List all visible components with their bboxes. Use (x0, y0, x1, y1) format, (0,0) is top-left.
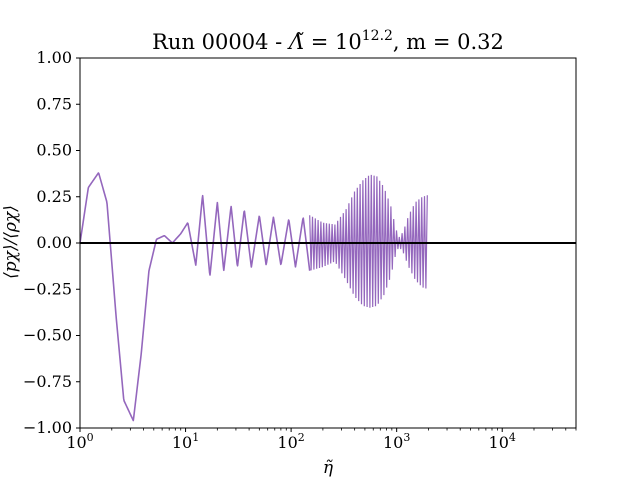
chart-title-exponent: 12.2 (362, 28, 393, 44)
chart-title-equals: = 10 (304, 30, 362, 54)
chart-title-run: Run 00004 - (152, 30, 289, 54)
x-axis-label: η̃ (323, 458, 334, 478)
ticks-layer: 1.00 0.75 0.50 0.25 0.00 −0.25 −0.50 −0.75 −1.00… (23, 48, 577, 452)
y-tick-label-1: 0.75 (36, 94, 72, 113)
y-tick-label-8: −1.00 (23, 418, 72, 437)
x-tick-label-0: 100 (66, 431, 93, 452)
y-tick-label-3: 0.25 (36, 187, 72, 206)
series-oscillation-band-0 (309, 174, 428, 308)
y-axis-label: ⟨pχ⟩/⟨ρχ⟩ (1, 205, 21, 279)
y-tick-label-7: −0.75 (23, 372, 72, 391)
series-layer (79, 172, 428, 422)
chart-title-m: , m = 0.32 (393, 30, 504, 54)
y-tick-label-5: −0.25 (23, 279, 72, 298)
series-line-0 (79, 172, 311, 422)
chart-title: Run 00004 - Λ̃ = 1012.2, m = 0.32 (152, 28, 504, 54)
chart-title-lambda: Λ̃ (287, 30, 304, 54)
y-tick-label-0: 1.00 (36, 48, 72, 67)
y-tick-label-2: 0.50 (36, 141, 72, 160)
x-tick-label-2: 102 (277, 431, 304, 452)
y-tick-label-4: 0.00 (36, 233, 72, 252)
y-tick-label-6: −0.50 (23, 326, 72, 345)
x-tick-label-4: 104 (489, 431, 516, 452)
x-tick-label-1: 101 (172, 431, 199, 452)
x-tick-label-3: 103 (383, 431, 410, 452)
